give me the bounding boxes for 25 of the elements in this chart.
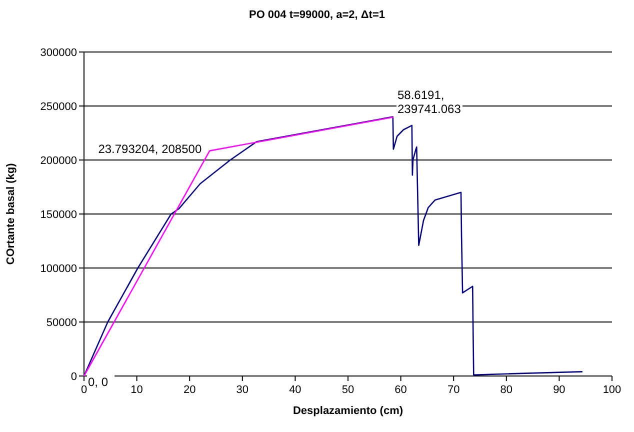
y-tick-label: 250000 <box>40 101 77 113</box>
x-tick-label: 90 <box>553 384 566 396</box>
annotation: 0, 0 <box>88 375 108 389</box>
y-tick-label: 200000 <box>40 155 77 167</box>
x-tick-label: 10 <box>130 384 143 396</box>
y-tick-label: 100000 <box>40 263 77 275</box>
x-tick-label: 30 <box>236 384 249 396</box>
y-axis-title: COrtante basal (kg) <box>5 162 17 265</box>
x-tick-label: 60 <box>394 384 407 396</box>
y-tick-label: 150000 <box>40 209 77 221</box>
y-tick-label: 50000 <box>46 317 77 329</box>
x-tick-label: 80 <box>500 384 513 396</box>
annotation: 58.6191, 239741.063 <box>398 88 462 116</box>
line-series <box>83 116 584 377</box>
x-tick-label: 40 <box>289 384 302 396</box>
annotation: 23.793204, 208500 <box>98 142 202 156</box>
x-tick-label: 50 <box>342 384 354 396</box>
chart-title: PO 004 t=99000, a=2, Δt=1 <box>248 9 386 21</box>
x-tick-label: 20 <box>183 384 196 396</box>
x-tick-label: 100 <box>602 384 622 396</box>
y-tick-label: 0 <box>70 371 77 383</box>
x-axis-title: Desplazamiento (cm) <box>292 405 404 417</box>
y-tick-label: 300000 <box>40 47 77 59</box>
x-tick-label: 0 <box>80 384 88 396</box>
x-tick-label: 70 <box>447 384 460 396</box>
